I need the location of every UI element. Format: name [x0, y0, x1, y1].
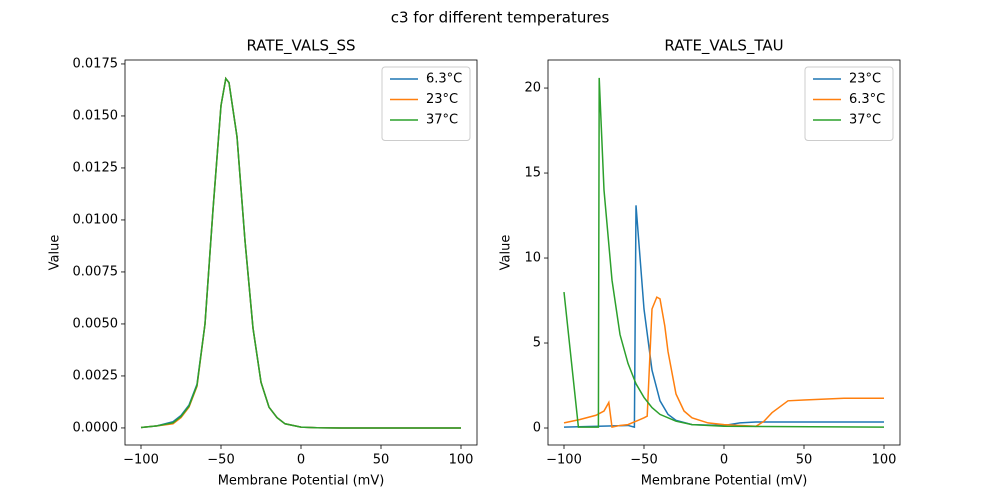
legend-label: 23°C	[849, 72, 881, 87]
x-tick-label: 50	[796, 453, 813, 468]
y-tick-label: 0.0050	[73, 316, 119, 331]
line-series	[140, 76, 461, 429]
legend-label: 37°C	[849, 113, 881, 128]
y-tick-label: 0.0000	[73, 420, 119, 435]
legend-label: 6.3°C	[849, 92, 885, 107]
y-tick-label: 0.0125	[73, 160, 119, 175]
axes-title: RATE_VALS_TAU	[664, 37, 783, 56]
y-axis-label: Value	[499, 235, 514, 271]
line-series	[563, 296, 884, 429]
x-tick-label: 0	[720, 453, 728, 468]
x-tick-label: 0	[297, 453, 305, 468]
y-tick-label: 0.0175	[73, 56, 119, 71]
line-series	[563, 205, 884, 429]
x-tick-label: 50	[373, 453, 390, 468]
x-tick-label: −50	[207, 453, 234, 468]
legend-label: 37°C	[426, 113, 458, 128]
y-tick-label: 0.0025	[73, 368, 119, 383]
y-tick-label: 0	[533, 421, 541, 436]
legend-label: 6.3°C	[426, 72, 462, 87]
x-tick-label: 100	[449, 453, 474, 468]
x-tick-label: −50	[630, 453, 657, 468]
figure-title: c3 for different temperatures	[391, 9, 610, 27]
axes-frame	[124, 59, 478, 446]
line-series	[563, 77, 885, 428]
y-tick-label: 0.0100	[73, 212, 119, 227]
y-tick-label: 20	[524, 81, 541, 96]
x-tick-label: −100	[123, 453, 159, 468]
axes-title: RATE_VALS_SS	[246, 37, 355, 56]
axes-frame	[547, 59, 901, 446]
x-tick-label: −100	[546, 453, 582, 468]
y-tick-label: 0.0150	[73, 108, 119, 123]
x-tick-label: 100	[872, 453, 897, 468]
y-tick-label: 0.0075	[73, 264, 119, 279]
legend-label: 23°C	[426, 92, 458, 107]
y-tick-label: 15	[524, 166, 541, 181]
y-axis-label: Value	[48, 235, 63, 271]
x-axis-label: Membrane Potential (mV)	[641, 474, 808, 489]
y-tick-label: 5	[533, 336, 541, 351]
y-tick-label: 10	[524, 251, 541, 266]
x-axis-label: Membrane Potential (mV)	[218, 474, 385, 489]
legend-box	[804, 66, 894, 141]
legend-box	[381, 66, 471, 141]
